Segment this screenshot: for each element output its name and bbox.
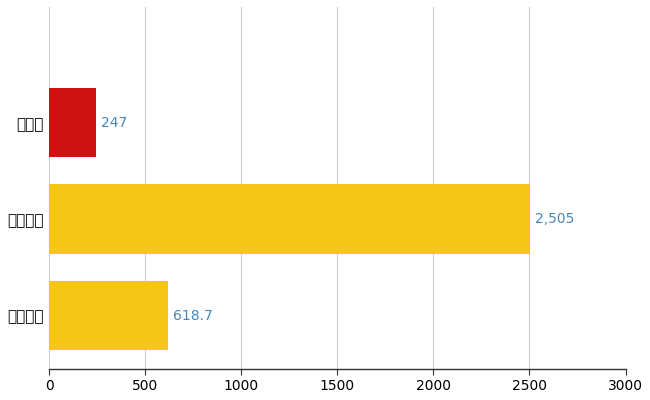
Bar [49, 281, 168, 350]
Text: 2,505: 2,505 [535, 212, 575, 226]
Text: 247: 247 [101, 116, 127, 130]
Bar [49, 88, 96, 158]
Text: 618.7: 618.7 [173, 308, 213, 322]
Bar [49, 184, 530, 254]
